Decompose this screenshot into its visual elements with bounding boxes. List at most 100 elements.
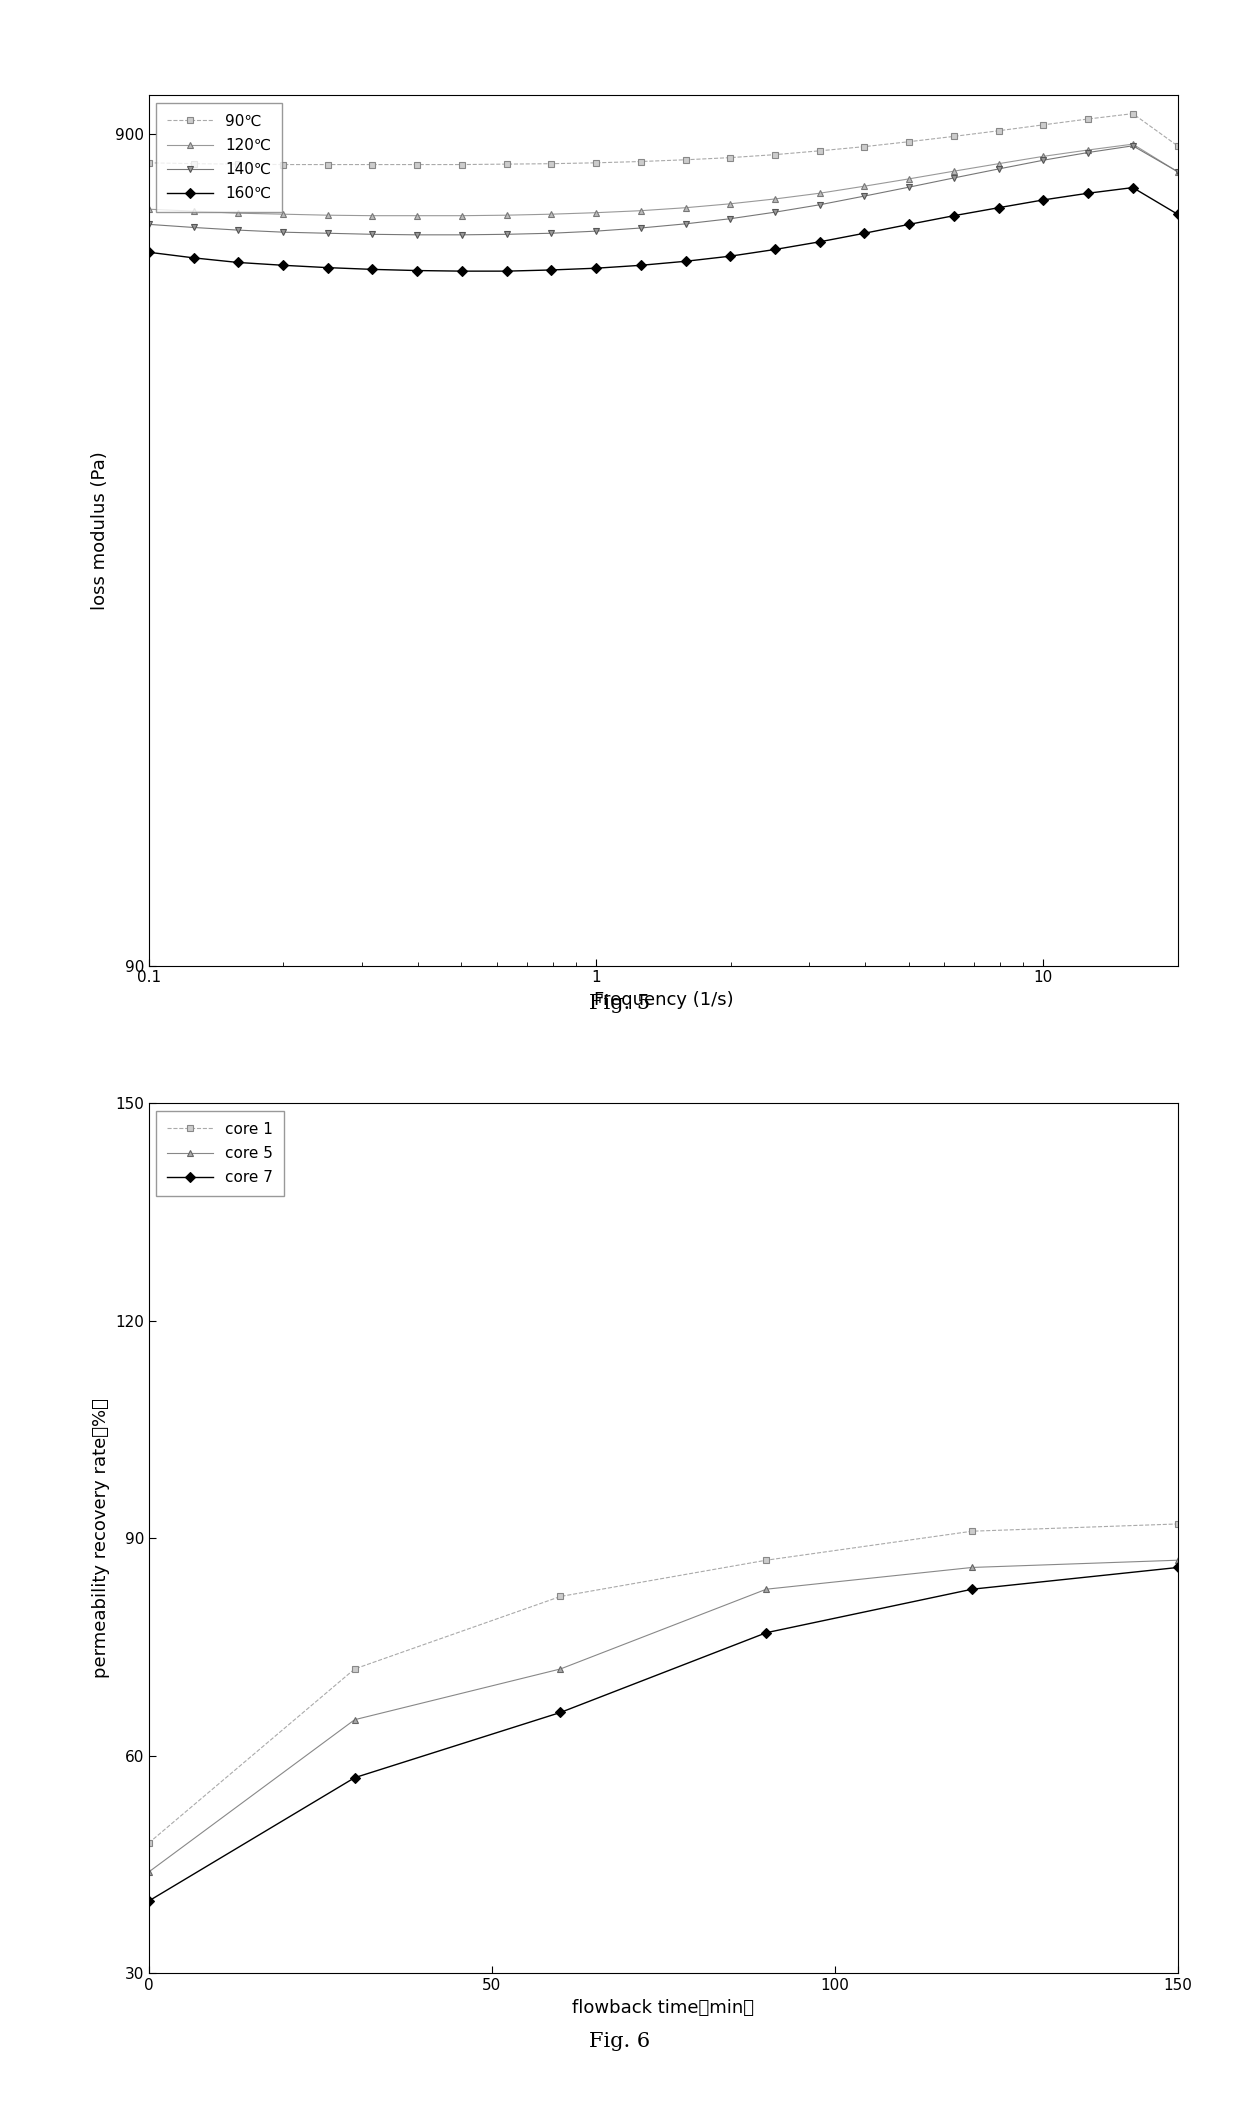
core 5 [347,1706,362,1732]
140℃ [365,221,379,246]
Y-axis label: permeability recovery rate（%）: permeability recovery rate（%） [92,1398,109,1679]
core 1 [759,1547,774,1572]
160℃ [991,195,1006,221]
core 5 [1171,1547,1185,1572]
core 5 [965,1555,980,1581]
90℃ [500,151,515,176]
160℃ [1126,174,1141,199]
Line: 90℃: 90℃ [145,110,1180,168]
160℃ [544,257,559,282]
90℃ [277,153,291,178]
160℃ [1171,202,1185,227]
160℃ [141,240,156,265]
140℃ [231,216,246,242]
90℃ [812,138,827,163]
90℃ [723,144,738,170]
core 7 [965,1577,980,1602]
core 7 [347,1766,362,1791]
140℃ [320,221,335,246]
120℃ [409,204,424,229]
160℃ [812,229,827,255]
120℃ [231,199,246,225]
core 7 [759,1619,774,1645]
160℃ [1035,187,1050,212]
90℃ [901,129,916,155]
90℃ [678,146,693,172]
140℃ [141,212,156,238]
Line: core 1: core 1 [145,1521,1182,1846]
90℃ [857,134,872,159]
Text: Fig. 6: Fig. 6 [589,2033,651,2050]
120℃ [723,191,738,216]
160℃ [589,255,604,280]
140℃ [1080,140,1095,166]
90℃ [1126,102,1141,127]
Legend: 90℃, 120℃, 140℃, 160℃: 90℃, 120℃, 140℃, 160℃ [156,104,281,212]
Line: 140℃: 140℃ [145,142,1180,238]
160℃ [678,248,693,274]
90℃ [1035,112,1050,138]
140℃ [991,157,1006,182]
core 1 [553,1583,568,1608]
core 5 [141,1859,156,1884]
core 7 [553,1700,568,1725]
X-axis label: flowback time（min）: flowback time（min） [573,1999,754,2016]
120℃ [1035,144,1050,170]
140℃ [277,219,291,244]
90℃ [186,151,201,176]
120℃ [1080,138,1095,163]
140℃ [1171,159,1185,185]
140℃ [186,214,201,240]
90℃ [991,119,1006,144]
120℃ [678,195,693,221]
140℃ [857,182,872,208]
160℃ [186,246,201,272]
160℃ [409,257,424,282]
120℃ [901,166,916,191]
core 7 [1171,1555,1185,1581]
120℃ [857,174,872,199]
Line: core 5: core 5 [145,1558,1182,1876]
140℃ [1035,146,1050,172]
140℃ [500,221,515,246]
120℃ [589,199,604,225]
120℃ [768,187,782,212]
core 1 [347,1655,362,1681]
140℃ [723,206,738,231]
160℃ [946,204,961,229]
120℃ [991,151,1006,176]
Y-axis label: loss modulus (Pa): loss modulus (Pa) [92,452,109,609]
90℃ [320,153,335,178]
120℃ [544,202,559,227]
140℃ [1126,134,1141,159]
core 1 [965,1519,980,1545]
160℃ [634,253,649,278]
120℃ [454,204,469,229]
core 5 [759,1577,774,1602]
120℃ [365,204,379,229]
90℃ [544,151,559,176]
140℃ [812,191,827,216]
160℃ [901,212,916,238]
140℃ [678,210,693,236]
90℃ [634,149,649,174]
X-axis label: Frequency (1/s): Frequency (1/s) [594,991,733,1008]
160℃ [454,259,469,284]
120℃ [500,202,515,227]
140℃ [589,219,604,244]
Line: core 7: core 7 [145,1564,1182,1903]
90℃ [589,151,604,176]
90℃ [409,153,424,178]
Line: 160℃: 160℃ [145,185,1180,274]
Line: 120℃: 120℃ [145,140,1180,219]
140℃ [634,214,649,240]
140℃ [544,221,559,246]
core 1 [141,1829,156,1855]
120℃ [1126,132,1141,157]
120℃ [1171,159,1185,185]
160℃ [320,255,335,280]
90℃ [1080,106,1095,132]
120℃ [186,199,201,225]
160℃ [500,259,515,284]
160℃ [1080,180,1095,206]
